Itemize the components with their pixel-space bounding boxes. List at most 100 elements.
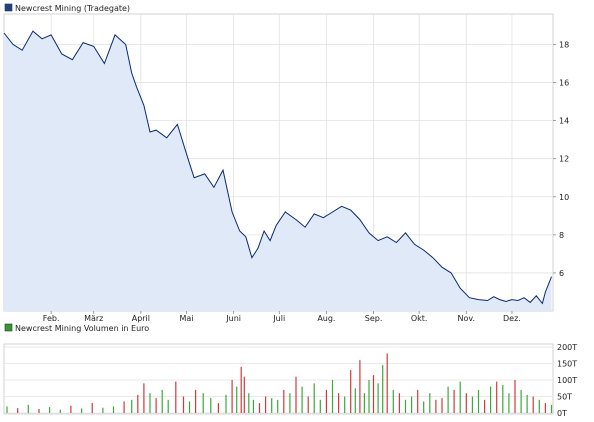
volume-bar (59, 409, 61, 413)
price-area (4, 31, 552, 311)
volume-bar (550, 404, 553, 414)
price-legend: Newcrest Mining (Tradegate) (4, 3, 130, 13)
volume-bar (143, 383, 145, 413)
volume-y-axis: 0T 50T 100T 150T 200T (557, 343, 577, 418)
volume-bar (411, 396, 413, 413)
price-x-tick-label: Juni (225, 314, 241, 323)
volume-bar (453, 389, 455, 413)
volume-bar (344, 396, 346, 413)
volume-bar (155, 398, 157, 413)
volume-y-tick-label: 0T (557, 409, 567, 418)
volume-bar (149, 393, 151, 413)
price-x-tick-label: Aug. (317, 314, 335, 323)
volume-bar (363, 393, 365, 413)
price-x-tick-label: März (84, 314, 103, 323)
volume-bar (508, 393, 510, 413)
volume-bar (301, 386, 303, 413)
volume-bar (484, 399, 486, 413)
volume-bar (319, 399, 321, 413)
volume-bar (195, 389, 197, 413)
price-y-tick-label: 12 (559, 155, 569, 164)
volume-bar (471, 396, 473, 413)
volume-bar (81, 408, 83, 413)
volume-bar (188, 401, 191, 413)
price-y-tick-label: 6 (559, 269, 564, 278)
volume-bar (265, 396, 267, 413)
volume-bar (477, 389, 480, 413)
volume-y-tick-label: 200T (557, 343, 577, 352)
price-x-tick-label: Mai (179, 314, 193, 323)
volume-bar (496, 381, 498, 413)
volume-bar (368, 380, 370, 413)
volume-bar (91, 403, 93, 413)
volume-legend-swatch (4, 323, 13, 332)
volume-chart-background (3, 343, 554, 415)
volume-bar (236, 386, 238, 413)
volume-bar (307, 396, 309, 413)
price-y-axis: 6 8 10 12 14 16 18 (553, 40, 569, 278)
volume-bar (392, 389, 394, 413)
volume-bar (248, 393, 250, 413)
volume-bar (386, 353, 388, 413)
volume-bar (325, 389, 327, 413)
volume-bar (372, 375, 375, 413)
volume-bar (202, 393, 204, 413)
price-x-tick-label: Sep. (365, 314, 383, 323)
volume-bar (240, 366, 242, 413)
price-x-tick-label: Okt. (411, 314, 428, 323)
volume-bar (137, 394, 139, 413)
volume-bar (359, 360, 361, 413)
volume-bar (459, 381, 461, 413)
volume-bar (49, 407, 51, 413)
volume-bar (289, 393, 291, 413)
volume-grid (4, 346, 553, 414)
price-y-tick-label: 18 (559, 40, 569, 49)
volume-bar (252, 399, 254, 413)
volume-bar (490, 386, 492, 413)
volume-bar (102, 407, 104, 413)
volume-bar (520, 389, 522, 413)
volume-bar (441, 398, 443, 413)
volume-bar (243, 376, 245, 413)
volume-bar (502, 384, 504, 413)
volume-y-tick-label: 100T (557, 376, 577, 385)
volume-bar (465, 393, 467, 413)
volume-bar (514, 380, 516, 413)
volume-bar (404, 399, 407, 413)
volume-bar (175, 381, 177, 413)
volume-bar (70, 405, 72, 413)
volume-y-tick-label: 150T (557, 360, 577, 369)
volume-bar (544, 403, 546, 413)
price-y-tick-label: 8 (559, 231, 564, 240)
price-x-axis: Feb. März April Mai Juni Juli Aug. Sep. Okt. Nov.… (43, 311, 521, 323)
price-chart-panel: 6 8 10 12 14 16 18 Feb. März April Mai Juni Juli Aug… (3, 13, 569, 323)
volume-bar (217, 403, 219, 413)
volume-bar (538, 399, 540, 413)
volume-bar (398, 393, 400, 413)
volume-bar (313, 383, 315, 413)
volume-bar (210, 398, 212, 413)
volume-bar (27, 404, 29, 414)
volume-bar (231, 380, 233, 413)
volume-bar (167, 399, 169, 413)
volume-bar (377, 383, 379, 413)
volume-bar (131, 399, 133, 413)
volume-bar (182, 396, 185, 413)
volume-bar (277, 399, 279, 413)
volume-bars (6, 353, 553, 414)
volume-bar (417, 389, 419, 413)
volume-bar (447, 386, 449, 413)
volume-bar (435, 399, 437, 413)
price-legend-label: Newcrest Mining (Tradegate) (15, 4, 130, 13)
price-legend-swatch (4, 3, 13, 12)
volume-bar (429, 393, 431, 413)
volume-bar (161, 389, 163, 413)
price-x-tick-label: Feb. (43, 314, 60, 323)
volume-bar (338, 393, 340, 413)
volume-bar (17, 408, 19, 413)
volume-bar (354, 388, 356, 414)
price-line (3, 30, 552, 305)
volume-bar (526, 394, 528, 413)
volume-bar (532, 396, 534, 413)
